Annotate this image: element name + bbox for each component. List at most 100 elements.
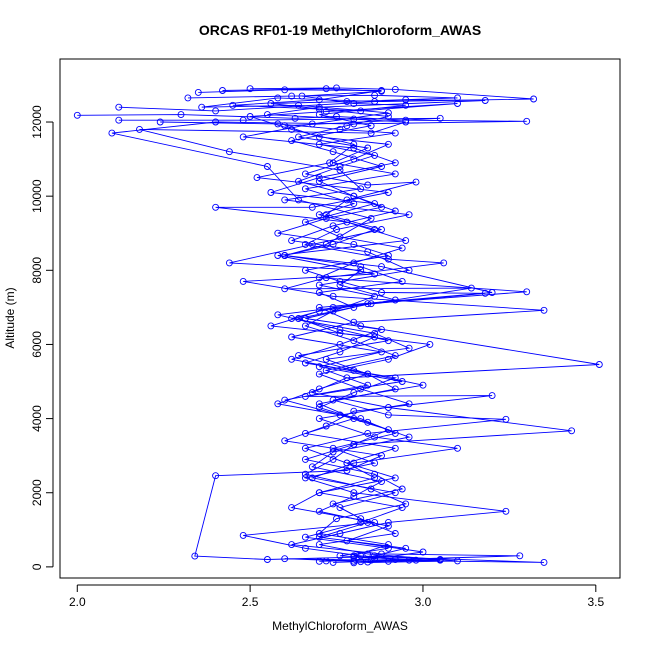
data-point: [263, 556, 271, 563]
data-point: [350, 303, 358, 311]
data-point: [336, 552, 344, 560]
data-point: [73, 111, 81, 119]
data-point: [246, 85, 254, 93]
data-point: [322, 214, 330, 222]
data-point: [378, 289, 385, 296]
data-point: [402, 237, 410, 245]
data-point: [336, 348, 344, 356]
data-point: [402, 101, 410, 109]
data-point: [350, 240, 358, 248]
data-point: [322, 366, 330, 374]
data-point: [301, 455, 309, 463]
data-point: [364, 429, 372, 437]
data-point: [281, 285, 289, 293]
data-point: [412, 178, 420, 186]
plot-frame: [59, 58, 621, 579]
data-point: [367, 122, 375, 130]
data-point: [315, 177, 323, 185]
data-point: [350, 200, 358, 208]
data-point: [384, 518, 392, 526]
y-tick-label: 6000: [30, 331, 44, 358]
y-tick-label: 0: [30, 563, 44, 570]
series-3: [115, 96, 489, 566]
data-point: [198, 103, 206, 111]
data-point: [481, 289, 489, 297]
data-point: [315, 140, 323, 148]
data-point: [371, 270, 379, 278]
data-point: [281, 196, 289, 204]
data-point: [350, 100, 358, 107]
data-point: [194, 88, 202, 96]
data-point: [336, 277, 344, 285]
series-line: [194, 89, 545, 562]
data-point: [263, 163, 271, 170]
data-point: [225, 148, 233, 156]
data-point: [288, 125, 296, 133]
data-point: [384, 252, 392, 259]
data-point: [343, 459, 351, 467]
data-point: [336, 233, 344, 241]
data-point: [350, 407, 358, 415]
data-point: [336, 411, 344, 419]
data-point: [315, 289, 323, 296]
data-point: [315, 307, 323, 315]
data-point: [301, 444, 309, 452]
data-point: [301, 266, 309, 274]
data-point: [398, 504, 406, 512]
data-point: [350, 140, 358, 148]
y-tick-label: 4000: [30, 405, 44, 432]
data-point: [419, 381, 427, 389]
data-point: [488, 392, 496, 400]
x-tick-label: 2.5: [242, 595, 259, 609]
data-point: [371, 151, 379, 159]
data-point: [315, 400, 323, 408]
data-point: [301, 315, 309, 322]
data-point: [315, 281, 323, 289]
data-point: [350, 459, 358, 467]
data-point: [239, 277, 247, 285]
data-point: [288, 333, 296, 341]
data-point: [301, 429, 309, 437]
data-point: [371, 474, 379, 482]
data-point: [295, 101, 302, 109]
data-point: [419, 548, 427, 556]
series-line: [201, 87, 534, 563]
data-point: [481, 97, 489, 104]
data-point: [301, 474, 309, 482]
data-point: [357, 518, 365, 526]
data-point: [329, 240, 337, 248]
data-point: [530, 95, 538, 103]
data-point: [301, 240, 309, 248]
data-point: [516, 552, 524, 560]
data-point: [322, 355, 330, 363]
data-point: [239, 531, 247, 539]
data-point: [378, 203, 385, 211]
data-point: [384, 541, 392, 549]
data-point: [436, 114, 444, 122]
data-point: [391, 85, 399, 93]
data-point: [253, 174, 261, 182]
y-tick-label: 10000: [30, 179, 44, 213]
data-point: [350, 192, 358, 200]
data-point: [343, 98, 351, 106]
data-point: [212, 203, 220, 211]
data-point: [315, 557, 323, 565]
data-point: [274, 229, 282, 237]
data-point: [384, 411, 392, 419]
data-point: [329, 222, 337, 230]
data-point: [384, 522, 392, 530]
data-point: [295, 196, 302, 204]
data-point: [267, 100, 275, 107]
data-point: [281, 252, 289, 259]
data-point: [329, 444, 337, 452]
data-point: [364, 181, 372, 189]
data-point: [315, 507, 323, 515]
y-tick-label: 12000: [30, 105, 44, 139]
series-layer: [73, 84, 603, 567]
data-point: [371, 459, 379, 467]
data-point: [371, 470, 379, 478]
data-point: [295, 352, 302, 360]
data-point: [336, 163, 344, 170]
data-point: [315, 363, 323, 371]
data-point: [343, 122, 351, 130]
